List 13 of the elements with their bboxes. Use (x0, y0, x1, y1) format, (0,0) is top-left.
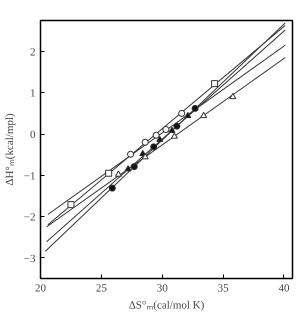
y-tick-label: 2 (30, 46, 36, 58)
x-tick-label: 20 (35, 282, 46, 294)
x-tick-label: 30 (156, 282, 168, 294)
y-tick-label: 1 (30, 88, 36, 100)
x-tick-label: 25 (96, 282, 108, 294)
y-tick-label: −3 (24, 252, 36, 265)
y-tick-label: 0 (30, 129, 36, 142)
x-tick-label: 35 (218, 282, 230, 294)
y-tick-label: −2 (24, 212, 36, 224)
x-tick-label: 40 (278, 282, 290, 294)
y-tick-label: −1 (24, 170, 36, 182)
x-axis-title: ΔS°ₘ(cal/mol K) (128, 300, 205, 312)
y-axis-title: ΔH°ₘ(kcal/mpl) (4, 113, 16, 186)
